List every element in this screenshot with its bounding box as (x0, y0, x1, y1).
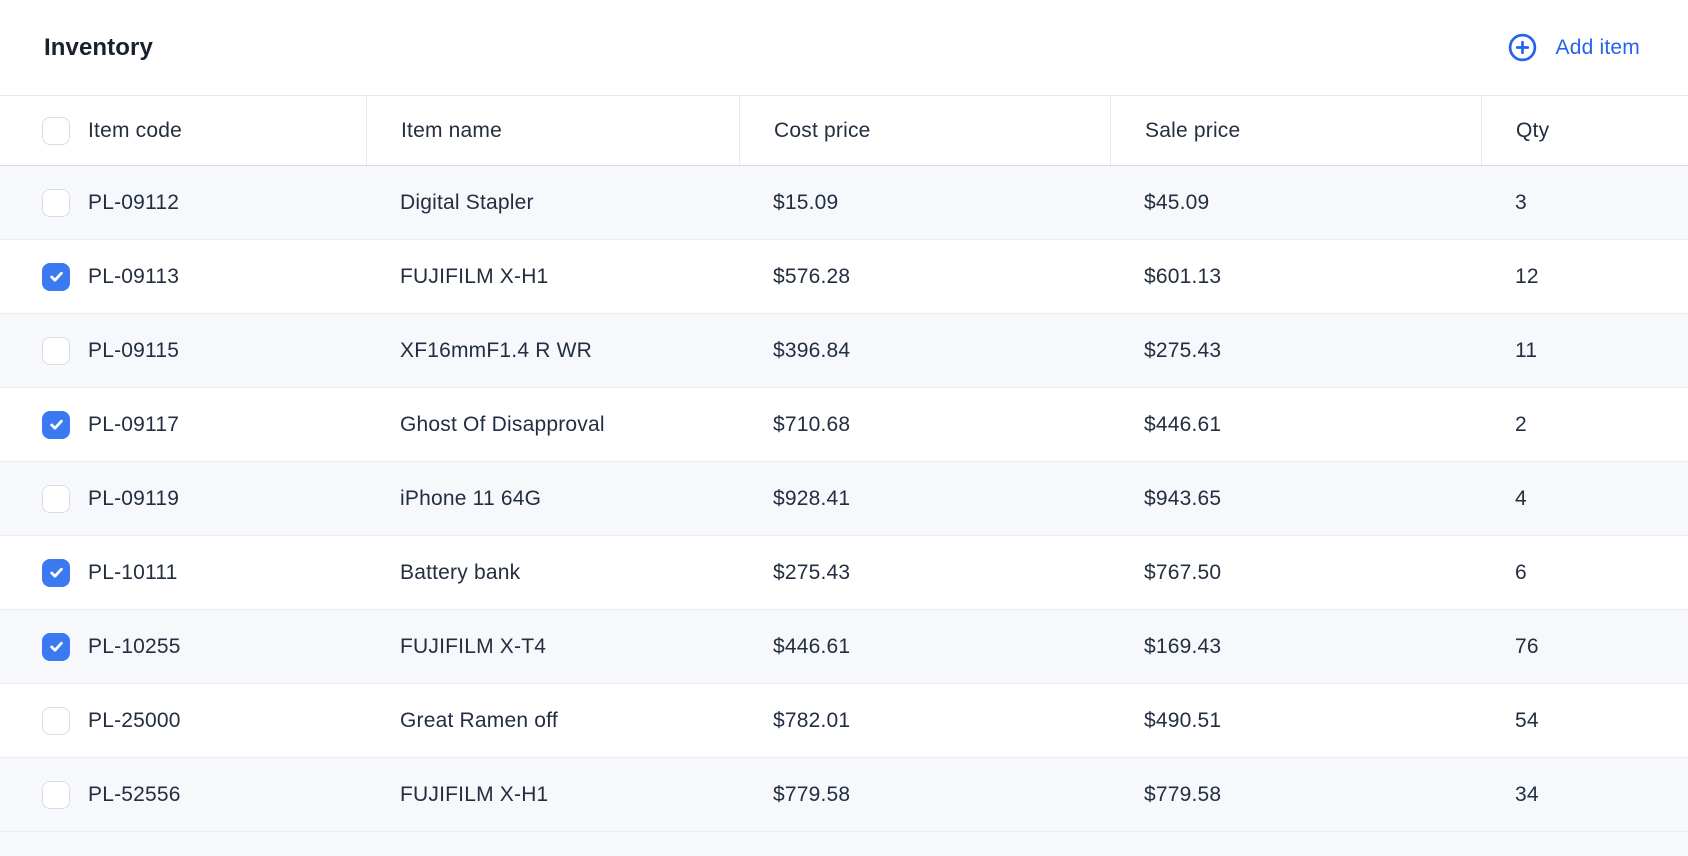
qty: 12 (1515, 264, 1539, 288)
checkmark-icon (49, 419, 63, 430)
cost-price: $396.84 (773, 338, 851, 362)
cost-price: $15.09 (773, 190, 839, 214)
table-row: PL-10255 FUJIFILM X-T4 $446.61 $169.43 7… (0, 610, 1688, 684)
row-checkbox[interactable] (42, 780, 70, 809)
item-code: PL-10255 (88, 634, 181, 658)
header-cell-sale-price: Sale price (1110, 96, 1481, 165)
checkmark-icon (49, 641, 63, 652)
row-checkbox[interactable] (42, 484, 70, 513)
column-header-label: Item code (88, 118, 183, 142)
sale-price: $767.50 (1144, 560, 1222, 584)
qty: 4 (1515, 486, 1527, 510)
table-row: PL-10111 Battery bank $275.43 $767.50 6 (0, 536, 1688, 610)
table-row: PL-09119 iPhone 11 64G $928.41 $943.65 4 (0, 462, 1688, 536)
item-code-cell: PL-09117 (0, 388, 366, 461)
add-item-button[interactable]: Add item (1508, 33, 1640, 62)
item-code-cell: PL-09115 (0, 314, 366, 387)
plus-circle-icon (1508, 33, 1537, 62)
qty: 3 (1515, 190, 1527, 214)
item-code: PL-09115 (88, 338, 180, 362)
item-code: PL-09119 (88, 486, 180, 510)
top-bar: Inventory Add item (0, 0, 1688, 95)
table-row-partial (0, 832, 1688, 856)
page-title: Inventory (44, 33, 153, 61)
checkmark-icon (49, 567, 63, 578)
cost-price: $446.61 (773, 634, 851, 658)
sale-price: $446.61 (1144, 412, 1222, 436)
table-row: PL-09112 Digital Stapler $15.09 $45.09 3 (0, 166, 1688, 240)
table-row: PL-52556 FUJIFILM X-H1 $779.58 $779.58 3… (0, 758, 1688, 832)
item-name: Ghost Of Disapproval (400, 412, 605, 436)
item-code-cell: PL-09113 (0, 240, 366, 313)
item-code: PL-09117 (88, 412, 180, 436)
qty: 11 (1515, 338, 1538, 362)
header-cell-qty: Qty (1481, 96, 1688, 165)
sale-price: $169.43 (1144, 634, 1222, 658)
item-name: FUJIFILM X-H1 (400, 782, 549, 806)
item-name: Great Ramen off (400, 708, 558, 732)
cost-price: $928.41 (773, 486, 851, 510)
qty: 54 (1515, 708, 1539, 732)
item-code-cell: PL-10111 (0, 536, 366, 609)
row-checkbox[interactable] (42, 336, 70, 365)
cost-price: $710.68 (773, 412, 851, 436)
add-item-label: Add item (1555, 35, 1640, 59)
qty: 2 (1515, 412, 1527, 436)
table-row: PL-09117 Ghost Of Disapproval $710.68 $4… (0, 388, 1688, 462)
header-cell-item-code: Item code (0, 96, 366, 165)
table-row: PL-09113 FUJIFILM X-H1 $576.28 $601.13 1… (0, 240, 1688, 314)
sale-price: $601.13 (1144, 264, 1222, 288)
item-name: Digital Stapler (400, 190, 534, 214)
cost-price: $779.58 (773, 782, 851, 806)
item-code-cell: PL-10255 (0, 610, 366, 683)
item-code: PL-25000 (88, 708, 181, 732)
table-row: PL-25000 Great Ramen off $782.01 $490.51… (0, 684, 1688, 758)
item-code-cell: PL-25000 (0, 684, 366, 757)
item-name: XF16mmF1.4 R WR (400, 338, 593, 362)
select-all-checkbox[interactable] (42, 116, 70, 145)
sale-price: $943.65 (1144, 486, 1222, 510)
table-row: PL-09115 XF16mmF1.4 R WR $396.84 $275.43… (0, 314, 1688, 388)
item-code: PL-52556 (88, 782, 181, 806)
sale-price: $275.43 (1144, 338, 1222, 362)
inventory-table: Item code Item name Cost price Sale pric… (0, 95, 1688, 856)
item-code-cell: PL-09112 (0, 166, 366, 239)
row-checkbox[interactable] (42, 558, 70, 587)
qty: 6 (1515, 560, 1527, 584)
sale-price: $490.51 (1144, 708, 1222, 732)
qty: 76 (1515, 634, 1539, 658)
sale-price: $779.58 (1144, 782, 1222, 806)
item-code-cell: PL-09119 (0, 462, 366, 535)
header-cell-item-name: Item name (366, 96, 739, 165)
table-header-row: Item code Item name Cost price Sale pric… (0, 95, 1688, 166)
item-name: FUJIFILM X-H1 (400, 264, 549, 288)
row-checkbox[interactable] (42, 262, 70, 291)
checkmark-icon (49, 271, 63, 282)
item-code: PL-10111 (88, 560, 178, 584)
header-cell-cost-price: Cost price (739, 96, 1110, 165)
item-name: iPhone 11 64G (400, 486, 542, 510)
cost-price: $782.01 (773, 708, 851, 732)
cost-price: $576.28 (773, 264, 851, 288)
row-checkbox[interactable] (42, 706, 70, 735)
item-code: PL-09112 (88, 190, 180, 214)
item-code-cell: PL-52556 (0, 758, 366, 831)
row-checkbox[interactable] (42, 632, 70, 661)
row-checkbox[interactable] (42, 410, 70, 439)
cost-price: $275.43 (773, 560, 851, 584)
item-code: PL-09113 (88, 264, 180, 288)
row-checkbox[interactable] (42, 188, 70, 217)
sale-price: $45.09 (1144, 190, 1210, 214)
item-name: Battery bank (400, 560, 521, 584)
item-name: FUJIFILM X-T4 (400, 634, 547, 658)
qty: 34 (1515, 782, 1539, 806)
